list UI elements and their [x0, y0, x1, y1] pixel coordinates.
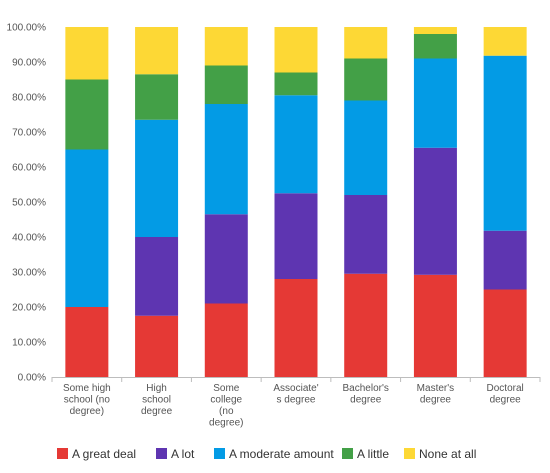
bar-segment: [135, 74, 179, 120]
legend-swatch: [342, 448, 353, 459]
x-tick-label: Some high school (no degree): [63, 383, 111, 417]
bar-segment: [344, 27, 388, 59]
x-tick-label-line: Bachelor's: [343, 383, 389, 394]
x-tick-label-line: Master's: [417, 383, 454, 394]
y-tick-label: 70.00%: [12, 128, 46, 139]
x-tick-label-line: s degree: [277, 395, 316, 406]
bar-segment: [204, 104, 248, 215]
x-tick-label-line: college: [210, 395, 242, 406]
bar-segment: [413, 58, 457, 148]
x-tick-label-line: degree: [490, 395, 522, 406]
legend-swatch: [404, 448, 415, 459]
x-tick-label-line: Some high: [63, 383, 111, 394]
bar-segment: [413, 147, 457, 275]
bar-segment: [413, 27, 457, 34]
bar-segment: [483, 55, 527, 231]
legend-swatch: [214, 448, 225, 459]
bar-segment: [344, 195, 388, 274]
bar-segment: [413, 274, 457, 377]
x-axis: Some high school (no degree)High school degr…: [51, 377, 541, 429]
bar-segment: [344, 100, 388, 195]
legend-label: A great deal: [72, 447, 136, 461]
bar-segment: [274, 279, 318, 377]
bar-segment: [204, 214, 248, 304]
bar-segment: [204, 65, 248, 104]
bar-segment: [483, 230, 527, 290]
x-tick-label-line: Doctoral: [487, 383, 524, 394]
y-tick-label: 40.00%: [12, 233, 46, 244]
bar-segment: [483, 289, 527, 377]
x-tick-label: Bachelor's degree: [343, 383, 389, 406]
x-tick-label-line: (no: [219, 406, 234, 417]
bar-segment: [65, 79, 109, 150]
x-tick-label-line: degree: [420, 395, 452, 406]
bar-segment: [135, 315, 179, 377]
y-tick-label: 30.00%: [12, 268, 46, 279]
bar-segment: [204, 303, 248, 377]
bar-segment: [135, 237, 179, 316]
x-tick-label-line: High: [146, 383, 167, 394]
y-tick-label: 10.00%: [12, 338, 46, 349]
bar-segment: [135, 119, 179, 237]
x-tick-label-line: degree): [70, 406, 104, 417]
x-tick-label-line: school: [142, 395, 171, 406]
y-axis: 0.00% 10.00% 20.00% 30.00% 40.00% 50.00% 60.00…: [7, 23, 47, 384]
x-tick-label: Doctoral degree: [487, 383, 524, 406]
y-tick-label: 50.00%: [12, 198, 46, 209]
bar-segment: [483, 27, 527, 56]
bar-segment: [344, 273, 388, 377]
bars: [65, 27, 527, 377]
x-tick-label-line: school (no: [64, 395, 111, 406]
legend: A great deal A lot A moderate amount A litt…: [57, 447, 476, 461]
bar-segment: [274, 27, 318, 73]
y-tick-label: 0.00%: [18, 373, 46, 384]
legend-swatch: [156, 448, 167, 459]
y-tick-label: 20.00%: [12, 303, 46, 314]
bar-segment: [413, 34, 457, 59]
y-tick-label: 60.00%: [12, 163, 46, 174]
x-tick-label: Associate' s degree: [273, 383, 318, 406]
legend-label: None at all: [419, 447, 476, 461]
x-tick-label: High school degree: [141, 383, 173, 417]
y-tick-label: 90.00%: [12, 58, 46, 69]
bar-segment: [274, 193, 318, 279]
y-tick-label: 80.00%: [12, 93, 46, 104]
x-tick-label-line: degree: [141, 406, 173, 417]
bar-segment: [274, 72, 318, 96]
bar-segment: [135, 27, 179, 75]
bar-segment: [65, 149, 109, 307]
y-tick-label: 100.00%: [7, 23, 47, 34]
legend-swatch: [57, 448, 68, 459]
x-tick-label-line: Some: [213, 383, 240, 394]
x-tick-label: Master's degree: [417, 383, 454, 406]
bar-segment: [274, 95, 318, 194]
x-tick-label-line: Associate': [273, 383, 318, 394]
x-tick-label-line: degree): [209, 418, 243, 429]
legend-label: A little: [357, 447, 389, 461]
bar-segment: [344, 58, 388, 101]
x-tick-label-line: degree: [350, 395, 382, 406]
legend-label: A moderate amount: [229, 447, 334, 461]
bar-segment: [65, 27, 109, 80]
bar-segment: [65, 307, 109, 377]
bar-segment: [204, 27, 248, 66]
legend-label: A lot: [171, 447, 195, 461]
x-tick-label: Some college (no degree): [209, 383, 243, 429]
